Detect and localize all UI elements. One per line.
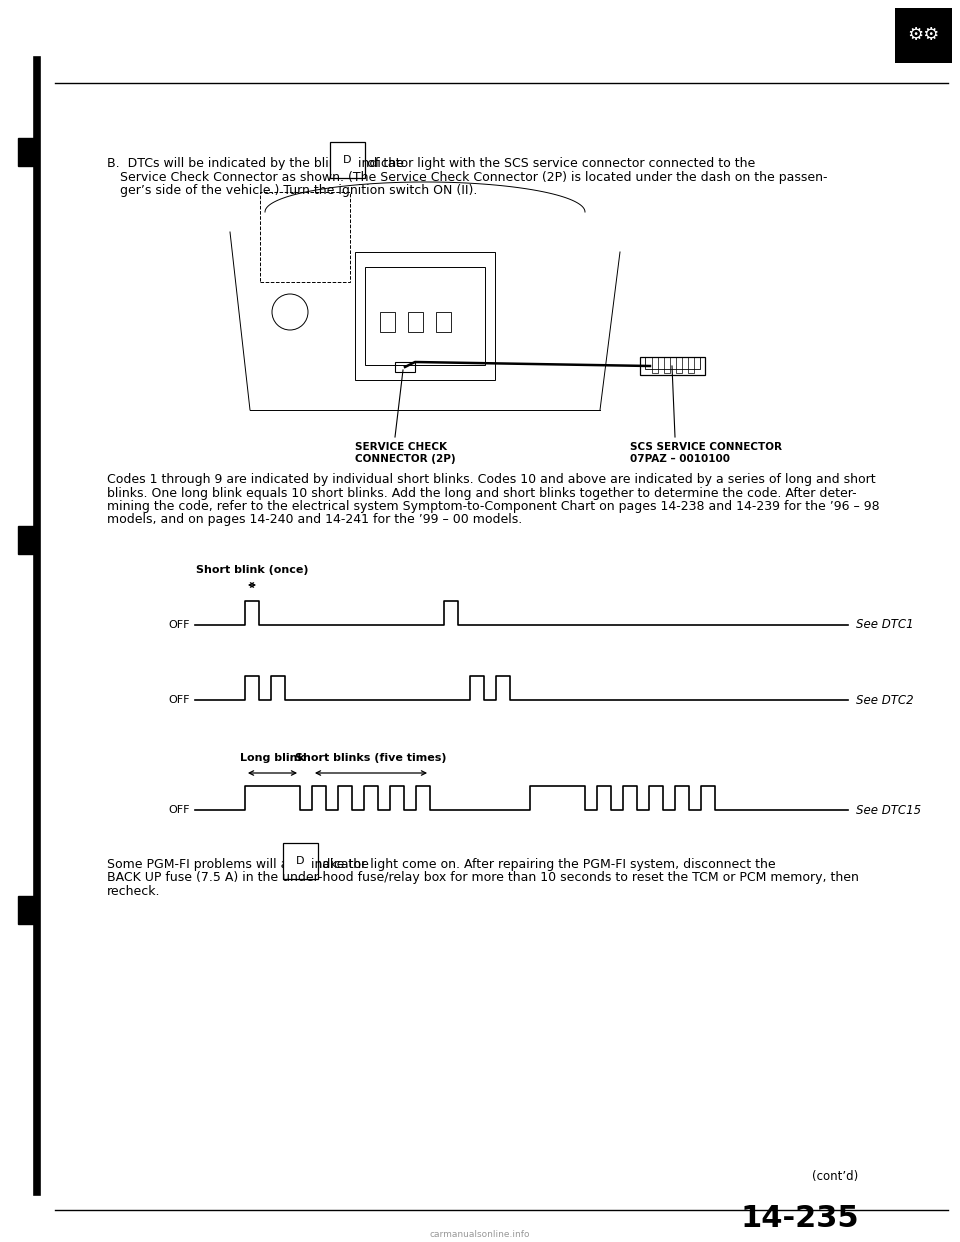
Text: B.  DTCs will be indicated by the blinking of the: B. DTCs will be indicated by the blinkin… [107, 156, 408, 170]
Text: D: D [296, 856, 304, 866]
Bar [652, 356, 658, 373]
Text: recheck.: recheck. [107, 886, 160, 898]
Text: OFF: OFF [169, 805, 190, 815]
Bar [260, 193, 350, 282]
Text: ⚙⚙: ⚙⚙ [907, 26, 939, 45]
Text: models, and on pages 14-240 and 14-241 for the ’99 – 00 models.: models, and on pages 14-240 and 14-241 f… [107, 513, 522, 527]
Text: OFF: OFF [169, 620, 190, 630]
Polygon shape [18, 527, 37, 554]
Text: Long blink: Long blink [240, 753, 305, 763]
Text: Some PGM-FI problems will also make the: Some PGM-FI problems will also make the [107, 858, 372, 871]
Text: (cont’d): (cont’d) [812, 1170, 858, 1182]
Text: See DTC1: See DTC1 [856, 619, 914, 631]
Text: D: D [344, 155, 351, 165]
Text: Service Check Connector as shown. (The Service Check Connector (2P) is located u: Service Check Connector as shown. (The S… [120, 170, 828, 184]
Polygon shape [18, 895, 37, 924]
Bar [664, 356, 670, 373]
Text: indicator light come on. After repairing the PGM-FI system, disconnect the: indicator light come on. After repairing… [307, 858, 776, 871]
Polygon shape [18, 138, 37, 166]
Text: Short blinks (five times): Short blinks (five times) [296, 753, 446, 763]
Text: See DTC2: See DTC2 [856, 693, 914, 707]
Bar [895, 7, 952, 63]
Bar [395, 361, 415, 373]
Bar [676, 356, 682, 373]
Text: blinks. One long blink equals 10 short blinks. Add the long and short blinks tog: blinks. One long blink equals 10 short b… [107, 487, 856, 499]
Bar [645, 356, 700, 369]
Bar [365, 267, 485, 365]
Text: Codes 1 through 9 are indicated by individual short blinks. Codes 10 and above a: Codes 1 through 9 are indicated by indiv… [107, 473, 876, 486]
Text: BACK UP fuse (7.5 A) in the under-hood fuse/relay box for more than 10 seconds t: BACK UP fuse (7.5 A) in the under-hood f… [107, 872, 859, 884]
Bar [640, 356, 705, 375]
Bar [355, 252, 495, 380]
Text: 14-235: 14-235 [740, 1203, 858, 1233]
Text: Short blink (once): Short blink (once) [196, 565, 308, 575]
Bar [688, 356, 694, 373]
Text: mining the code, refer to the electrical system Symptom-to-Component Chart on pa: mining the code, refer to the electrical… [107, 501, 879, 513]
Text: SCS SERVICE CONNECTOR
07PAZ – 0010100: SCS SERVICE CONNECTOR 07PAZ – 0010100 [630, 442, 782, 463]
Text: See DTC15: See DTC15 [856, 804, 922, 816]
Bar [380, 312, 395, 332]
Bar [408, 312, 423, 332]
Text: indicator light with the SCS service connector connected to the: indicator light with the SCS service con… [354, 156, 756, 170]
Bar [436, 312, 451, 332]
Text: SERVICE CHECK
CONNECTOR (2P): SERVICE CHECK CONNECTOR (2P) [355, 442, 456, 463]
Text: OFF: OFF [169, 696, 190, 705]
Text: carmanualsonline.info: carmanualsonline.info [430, 1230, 530, 1240]
Text: ger’s side of the vehicle.) Turn the ignition switch ON (II).: ger’s side of the vehicle.) Turn the ign… [120, 184, 477, 197]
